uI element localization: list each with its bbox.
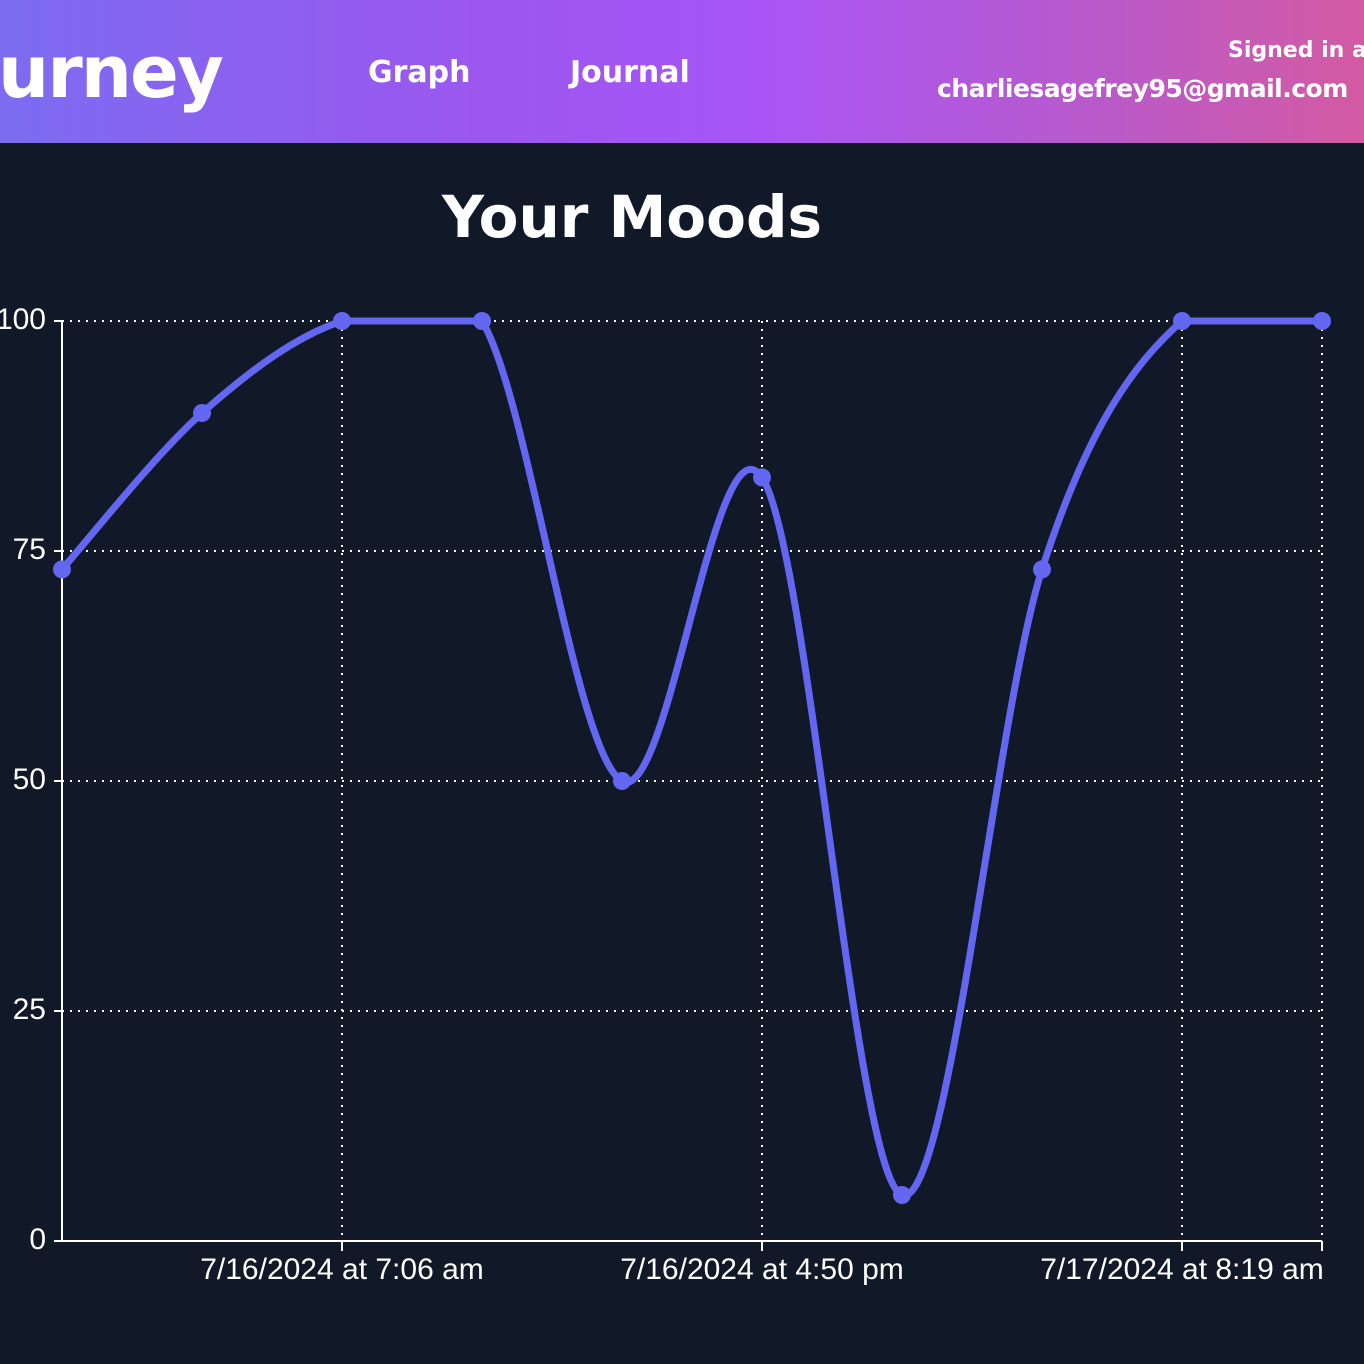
- mood-point: [1173, 312, 1191, 330]
- header: urney Graph Journal Signed in as charlie…: [0, 0, 1364, 143]
- mood-point: [613, 772, 631, 790]
- mood-point: [473, 312, 491, 330]
- nav-link[interactable]: Journal: [570, 55, 690, 90]
- mood-point: [753, 468, 771, 487]
- mood-line: [59, 317, 1322, 1199]
- mood-point: [1313, 312, 1331, 330]
- mood-point: [53, 560, 71, 579]
- x-tick-label: 7/16/2024 at 7:06 am: [200, 1253, 484, 1286]
- chart: Your Moods 0 25 50 75 100 7/16/2024 at 7:06 a…: [0, 183, 1331, 1286]
- y-tick-label: 0: [29, 1223, 46, 1256]
- x-tick-label: 7/17/2024 at 8:19 am: [1040, 1253, 1324, 1286]
- mood-point: [1033, 560, 1051, 579]
- nav-link[interactable]: Graph: [368, 55, 471, 90]
- mood-point: [193, 404, 211, 422]
- logo[interactable]: urney: [0, 30, 224, 114]
- chart-title: Your Moods: [441, 183, 822, 251]
- y-tick-label: 75: [13, 533, 46, 566]
- y-tick-label: 100: [0, 303, 46, 336]
- signed-in-label: Signed in as: [1228, 38, 1364, 63]
- mood-point: [893, 1186, 911, 1204]
- mood-point: [333, 312, 351, 330]
- x-tick-label: 7/16/2024 at 4:50 pm: [620, 1253, 904, 1286]
- user-email: charliesagefrey95@gmail.com: [937, 74, 1348, 103]
- y-tick-label: 25: [13, 993, 46, 1026]
- y-tick-label: 50: [13, 763, 46, 796]
